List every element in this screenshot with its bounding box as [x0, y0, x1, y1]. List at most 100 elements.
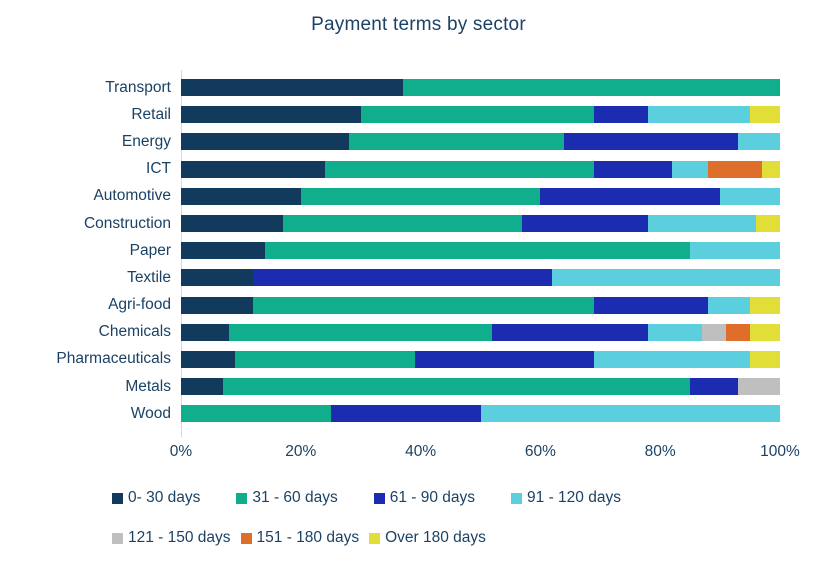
bar-segment [750, 350, 780, 368]
legend-label: 121 - 150 days [128, 529, 231, 546]
legend-swatch [112, 532, 123, 544]
bar-segment [181, 323, 229, 341]
chart-row: Automotive [10, 183, 780, 210]
bar-segment [750, 106, 780, 124]
legend-item: Over 180 days [369, 529, 486, 547]
bar-segment [726, 323, 750, 341]
legend-item: 121 - 150 days [112, 529, 231, 547]
bar-segment [522, 215, 649, 233]
chart-row: Construction [10, 210, 780, 237]
bar-segment [648, 323, 703, 341]
legend-swatch [373, 492, 385, 504]
bar-segment [708, 296, 751, 314]
chart-row: Chemicals [10, 319, 780, 346]
bar-segment [181, 106, 361, 124]
bar-track [181, 269, 780, 287]
bar-segment [252, 296, 595, 314]
bar-segment [756, 215, 780, 233]
bar-segment [672, 160, 709, 178]
y-axis-label: Wood [130, 404, 171, 422]
bar-segment [181, 79, 403, 97]
bar-segment [708, 160, 762, 178]
legend-label: 91 - 120 days [527, 489, 621, 506]
legend-label: 0- 30 days [128, 489, 201, 506]
bar-segment [540, 187, 721, 205]
y-axis-label: Agri-food [108, 296, 171, 314]
y-axis-label: Paper [129, 241, 171, 259]
bar-segment [738, 378, 780, 396]
bar-track [181, 405, 780, 423]
x-axis-tick-label: 100% [760, 443, 800, 460]
legend-label: 61 - 90 days [389, 489, 476, 506]
legend-swatch [236, 492, 248, 504]
legend-swatch [112, 492, 123, 504]
chart-row: Wood [10, 400, 780, 427]
bar-track [181, 350, 780, 368]
y-axis-label: Energy [121, 132, 171, 150]
y-axis-label: Pharmaceuticals [56, 350, 171, 368]
bar-segment [762, 160, 780, 178]
chart-row: Energy [10, 128, 780, 155]
bar-segment [222, 378, 691, 396]
legend-swatch [369, 532, 381, 544]
legend-item: 151 - 180 days [240, 529, 360, 547]
bar-segment [492, 323, 649, 341]
bar-track [181, 79, 780, 97]
bar-segment [480, 405, 780, 423]
bar-segment [181, 378, 223, 396]
y-axis-label: Textile [127, 268, 171, 286]
legend-swatch [240, 532, 252, 544]
bar-segment [564, 133, 739, 151]
x-axis-tick-label: 20% [285, 443, 317, 460]
x-axis: 0% 20% 40% 60% 80% 100% [170, 443, 800, 463]
bar-track [181, 323, 780, 341]
bar-track [181, 378, 780, 396]
bar-segment [181, 133, 349, 151]
x-axis-tick-label: 80% [644, 443, 676, 460]
y-axis-label: Transport [105, 78, 171, 96]
chart-row: ICT [10, 156, 780, 183]
bar-segment [264, 242, 691, 260]
bar-segment [702, 323, 727, 341]
bar-segment [594, 106, 649, 124]
chart-row: Retail [10, 101, 780, 128]
bar-segment [234, 350, 415, 368]
chart-row: Agri-food [10, 292, 780, 319]
y-axis-label: Metals [125, 377, 171, 395]
bar-track [181, 296, 780, 314]
bar-segment [330, 405, 481, 423]
bar-segment [402, 79, 780, 97]
y-axis-label: Retail [131, 105, 171, 123]
bar-segment [181, 187, 301, 205]
bar-segment [594, 296, 709, 314]
bar-segment [720, 187, 780, 205]
bar-track [181, 242, 780, 260]
legend-row-1: 0- 30 days 31 - 60 days 61 - 90 days 91 - 1… [112, 489, 621, 507]
bar-segment [181, 242, 265, 260]
x-axis-tick-label: 0% [169, 443, 193, 460]
bar-segment [228, 323, 493, 341]
bar-segment [252, 269, 553, 287]
bar-segment [414, 350, 595, 368]
bar-segment [552, 269, 780, 287]
bar-segment [738, 133, 780, 151]
legend-item: 91 - 120 days [511, 489, 621, 507]
legend-swatch [511, 492, 523, 504]
bar-segment [750, 323, 780, 341]
chart-row: Pharmaceuticals [10, 346, 780, 373]
legend-label: 151 - 180 days [256, 529, 360, 546]
bar-segment [181, 269, 253, 287]
bar-segment [348, 133, 565, 151]
bar-segment [750, 296, 780, 314]
legend-item: 0- 30 days [112, 489, 200, 507]
bar-segment [181, 405, 331, 423]
bar-track [181, 133, 780, 151]
legend-row-2: 121 - 150 days 151 - 180 days Over 180 day… [112, 529, 486, 547]
bar-rows: Transport Retail Energy ICT Automotive Constr… [10, 74, 780, 427]
bar-segment [300, 187, 541, 205]
chart-row: Paper [10, 237, 780, 264]
bar-segment [181, 296, 253, 314]
y-axis-label: Chemicals [98, 323, 171, 341]
bar-segment [648, 106, 751, 124]
